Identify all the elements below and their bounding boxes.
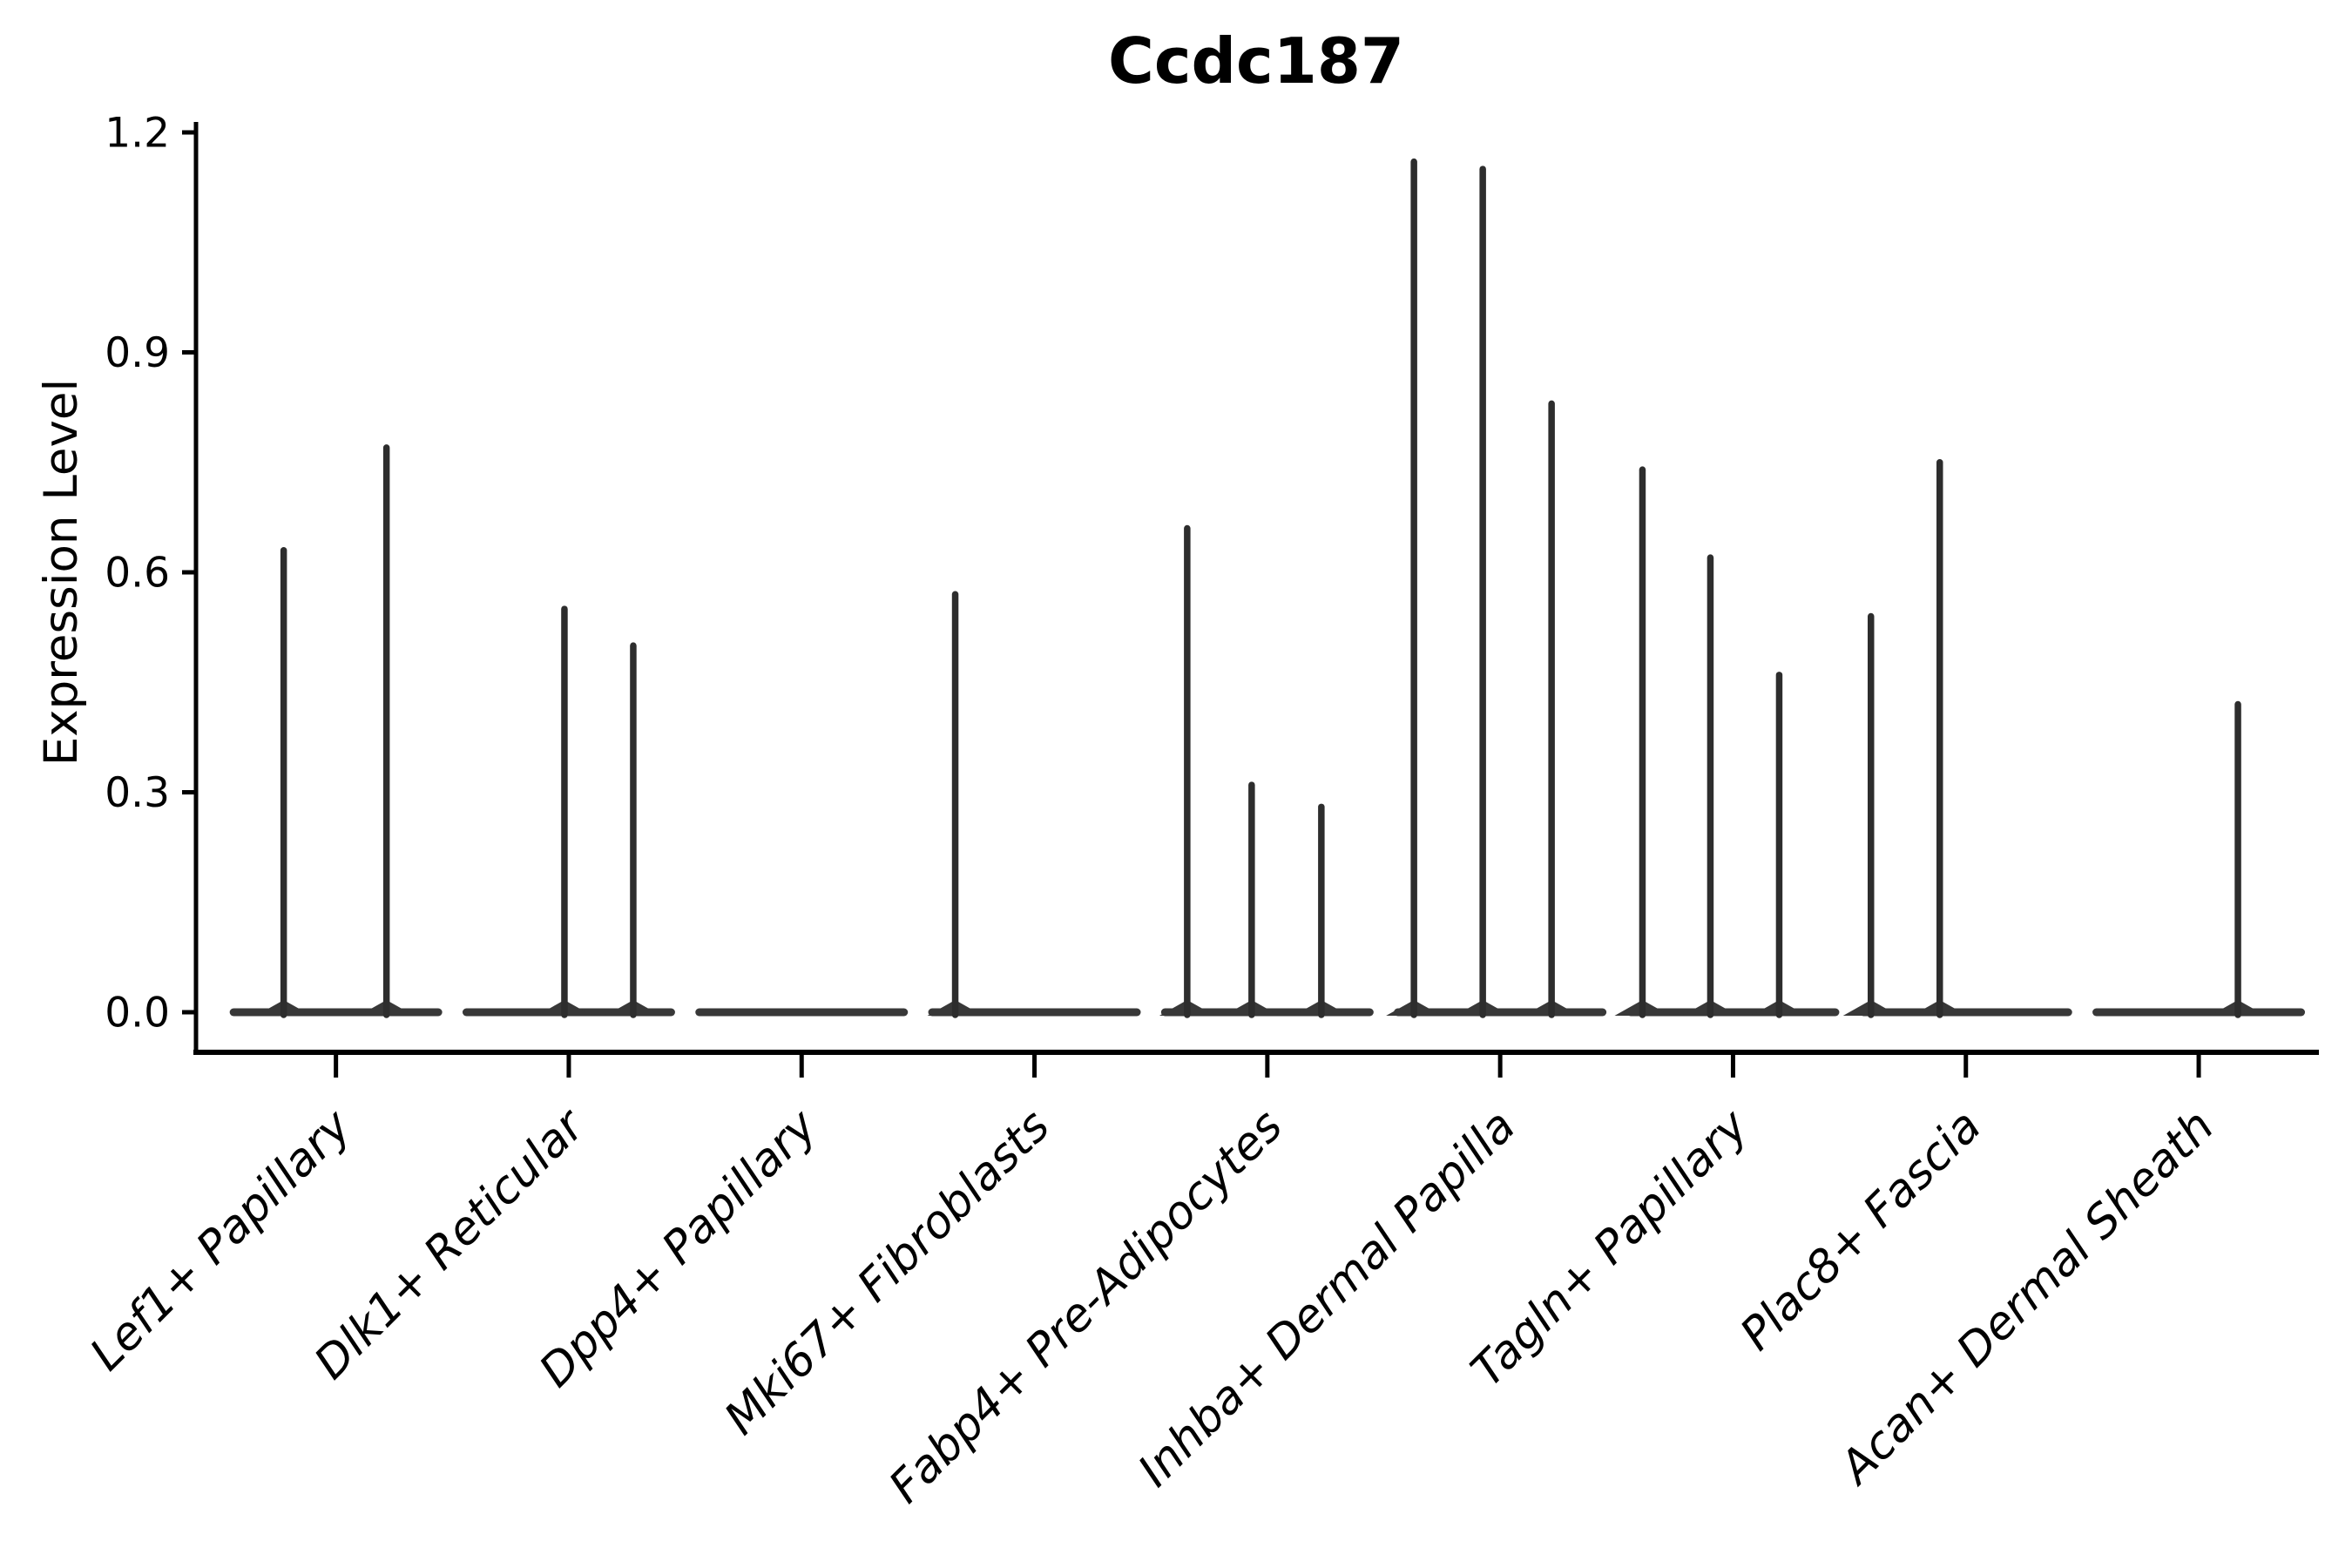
- chart-title: Ccdc187: [1108, 24, 1404, 98]
- violin-baseline: [695, 1008, 909, 1017]
- x-category-label: Plac8+ Fascia: [1731, 1100, 1991, 1361]
- x-category-label: Fabp4+ Pre-Adipocytes: [879, 1100, 1293, 1514]
- y-tick-label: 0.9: [105, 329, 170, 377]
- y-tick-label: 0.3: [105, 769, 170, 817]
- violin-baseline: [2092, 1008, 2306, 1017]
- x-category-label: Acan+ Dermal Sheath: [1828, 1100, 2224, 1496]
- y-tick-label: 0.0: [105, 989, 170, 1037]
- y-axis-label: Expression Level: [35, 379, 88, 766]
- violin-baseline: [1859, 1008, 2072, 1017]
- x-category-label: Inhba+ Dermal Papilla: [1129, 1100, 1526, 1497]
- y-tick-label: 1.2: [105, 109, 170, 157]
- y-tick-label: 0.6: [105, 549, 170, 597]
- violin-baseline: [928, 1008, 1141, 1017]
